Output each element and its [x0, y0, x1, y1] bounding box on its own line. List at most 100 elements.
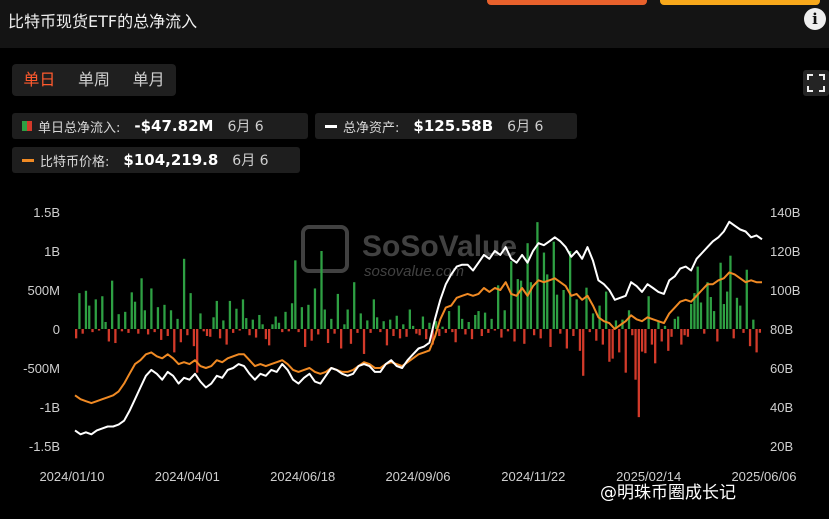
inflow-bar — [366, 320, 369, 329]
inflow-bar — [454, 329, 457, 343]
inflow-bar — [637, 329, 640, 418]
inflow-bar — [114, 329, 117, 344]
inflow-bar — [464, 329, 467, 335]
inflow-bar — [722, 304, 726, 329]
right-tick-label: 100B — [770, 283, 800, 298]
inflow-bar — [313, 288, 317, 329]
inflow-bar — [673, 318, 676, 329]
inflow-bar — [362, 329, 366, 354]
x-tick-label: 2024/09/06 — [385, 469, 450, 484]
inflow-bar — [644, 329, 647, 354]
inflow-bar — [546, 274, 549, 329]
inflow-bar — [601, 329, 604, 345]
inflow-bar — [438, 329, 441, 337]
inflow-bar — [650, 329, 654, 345]
inflow-bar — [264, 329, 268, 340]
inflow-bar — [218, 329, 222, 339]
inflow-bar — [192, 329, 196, 347]
top-tab-orange[interactable] — [487, 0, 647, 5]
right-tick-label: 40B — [770, 400, 793, 415]
inflow-bar — [169, 310, 173, 329]
inflow-bar — [755, 329, 758, 353]
x-tick-label: 2025/02/14 — [616, 469, 681, 484]
tab-weekly[interactable]: 单周 — [78, 70, 111, 89]
inflow-bar — [529, 282, 533, 329]
inflow-bar — [447, 311, 451, 329]
inflow-bar — [732, 329, 735, 339]
inflow-bar — [411, 325, 415, 329]
inflow-bar — [611, 329, 614, 359]
inflow-bar — [680, 329, 683, 345]
watermark: SoSoValue sosovalue.com — [301, 225, 517, 280]
inflow-bar — [160, 329, 163, 340]
right-axis: 140B 120B 100B 80B 60B 40B 20B — [770, 205, 800, 454]
left-tick-label: 1B — [44, 244, 60, 259]
left-tick-label: 0 — [53, 322, 60, 337]
left-tick-label: -1.5B — [29, 439, 60, 454]
inflow-bar — [179, 329, 182, 343]
inflow-bar — [457, 305, 461, 329]
inflow-bar — [382, 321, 385, 329]
tab-monthly[interactable]: 单月 — [132, 70, 165, 89]
inflow-bar — [405, 329, 408, 337]
info-icon[interactable]: i — [804, 8, 826, 30]
inflow-bar — [614, 320, 618, 329]
inflow-bar — [752, 319, 755, 329]
chart-area: SoSoValue sosovalue.com 1.5B 1B 500M 0 -500M… — [0, 190, 829, 515]
inflow-bar — [624, 329, 627, 373]
inflow-bar — [78, 293, 81, 329]
inflow-bar — [513, 329, 516, 342]
inflow-bar — [418, 329, 421, 336]
inflow-bar — [631, 329, 634, 336]
tab-daily[interactable]: 单日 — [23, 70, 56, 89]
inflow-bar — [392, 329, 395, 337]
inflow-bar — [133, 301, 137, 329]
top-tab-yellow[interactable] — [660, 0, 820, 5]
inflow-bar — [506, 329, 510, 332]
fullscreen-icon[interactable] — [803, 70, 829, 96]
inflow-bar — [588, 329, 591, 333]
inflow-bar — [137, 329, 140, 334]
sosovalue-logo — [301, 225, 349, 273]
inflow-bar — [107, 329, 110, 342]
inflow-bar — [232, 329, 235, 333]
inflow-bar — [555, 294, 559, 329]
inflow-bar — [686, 329, 690, 337]
inflow-bar — [205, 329, 209, 337]
inflow-bar — [663, 325, 667, 329]
inflow-bar — [375, 317, 379, 329]
inflow-bar — [582, 329, 585, 376]
net-assets-label: 总净资产: — [343, 120, 400, 136]
inflow-bar — [562, 290, 565, 329]
inflow-bar — [742, 329, 745, 333]
series-lines — [74, 220, 763, 436]
inflow-bar — [212, 317, 215, 329]
x-axis: 2024/01/10 2024/04/01 2024/06/18 2024/09/06… — [39, 469, 796, 484]
inflow-bar — [176, 318, 179, 329]
inflow-bar — [238, 329, 241, 331]
right-tick-label: 120B — [770, 244, 800, 259]
inflow-bar — [670, 329, 673, 337]
x-tick-label: 2024/11/22 — [501, 469, 565, 484]
inflow-bar — [618, 329, 621, 353]
header-bar: 比特币现货ETF的总净流入 i — [0, 0, 829, 48]
inflow-bar — [284, 311, 287, 329]
inflow-bar — [480, 329, 483, 337]
inflow-bar — [140, 278, 143, 329]
inflow-bar — [297, 329, 300, 333]
inflow-bar — [729, 255, 732, 329]
right-tick-label: 80B — [770, 322, 793, 337]
inflow-bar — [182, 258, 186, 329]
inflow-bar — [483, 312, 487, 329]
inflow-bar — [500, 329, 503, 338]
inflow-bar — [356, 329, 359, 333]
inflow-bar — [654, 329, 657, 364]
inflow-bar — [75, 329, 78, 339]
inflow-bar — [323, 309, 326, 329]
inflow-bar — [467, 321, 470, 329]
inflow-bar — [258, 314, 261, 329]
inflow-bar — [559, 329, 562, 334]
inflow-bar — [441, 326, 444, 329]
inflow-bar — [215, 300, 218, 329]
page-title: 比特币现货ETF的总净流入 — [8, 12, 198, 31]
